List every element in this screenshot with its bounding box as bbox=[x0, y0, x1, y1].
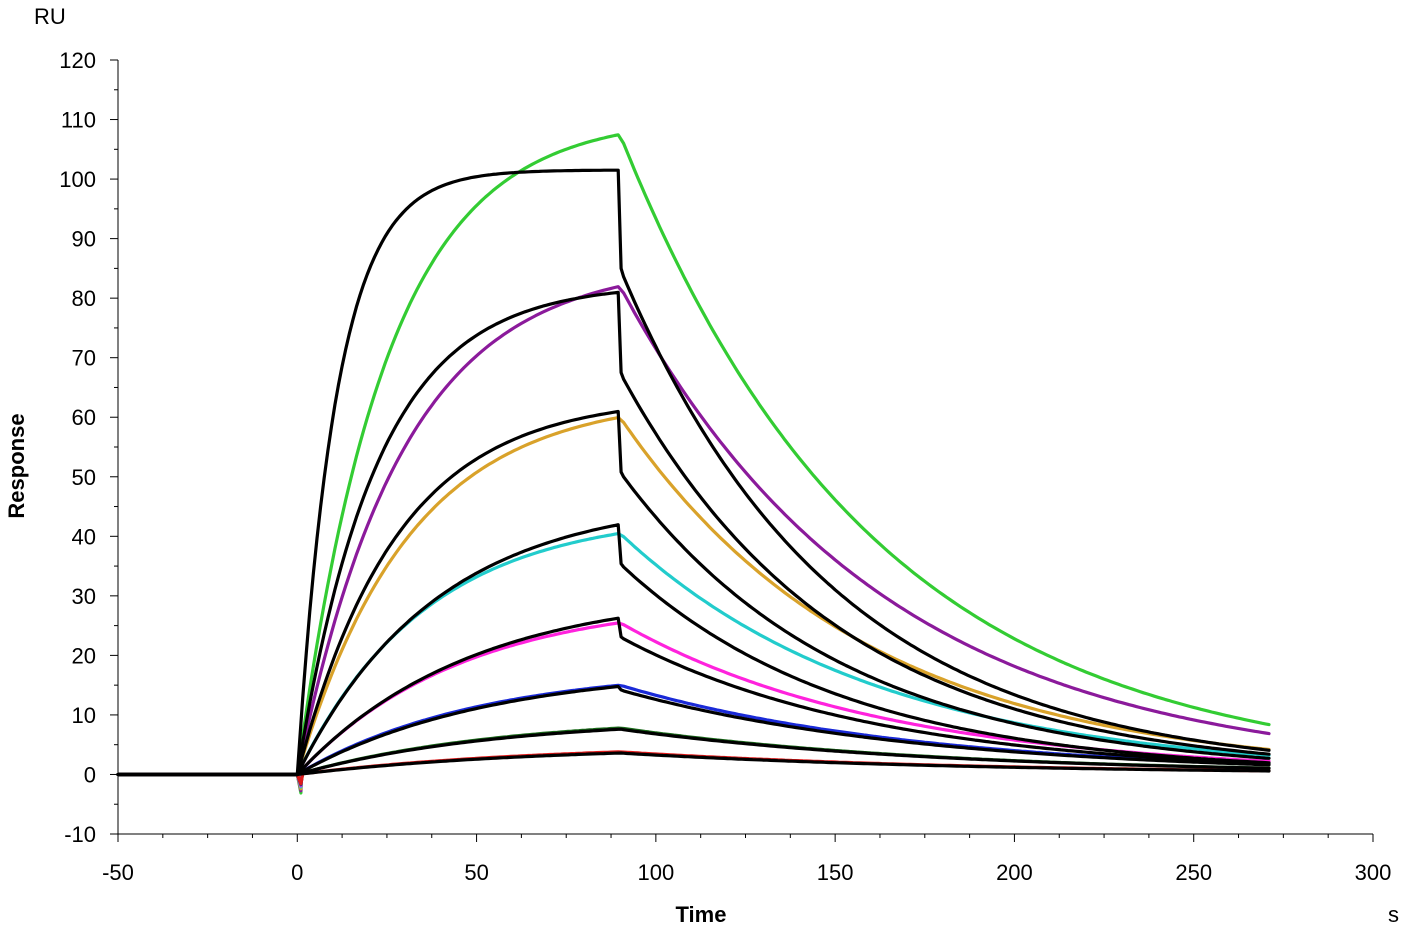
x-tick-label: 0 bbox=[291, 860, 303, 885]
data-series-line-1 bbox=[116, 133, 1271, 795]
fit-series-line-2 bbox=[116, 290, 1271, 777]
fit-series-line-7 bbox=[116, 727, 1271, 777]
x-tick-label: 250 bbox=[1175, 860, 1212, 885]
y-tick-label: 90 bbox=[72, 227, 96, 252]
x-tick-label: 50 bbox=[464, 860, 488, 885]
y-tick-label: 20 bbox=[72, 643, 96, 668]
y-tick-label: 70 bbox=[72, 346, 96, 371]
series-layer bbox=[116, 133, 1271, 795]
fit-series-line-1 bbox=[116, 168, 1271, 777]
y-tick-label: 0 bbox=[84, 762, 96, 787]
y-tick-label: 60 bbox=[72, 405, 96, 430]
y-tick-label: 30 bbox=[72, 584, 96, 609]
y-tick-label: 10 bbox=[72, 703, 96, 728]
fit-series-line-5 bbox=[116, 616, 1271, 777]
fit-series-line-4 bbox=[116, 523, 1271, 777]
y-tick-label: 40 bbox=[72, 524, 96, 549]
y-unit-label: RU bbox=[34, 4, 66, 29]
x-unit-label: s bbox=[1388, 902, 1399, 927]
y-tick-label: 80 bbox=[72, 286, 96, 311]
y-tick-label: 50 bbox=[72, 465, 96, 490]
x-tick-label: 150 bbox=[817, 860, 854, 885]
y-axis-title: Response bbox=[4, 413, 29, 518]
fit-series-line-8 bbox=[116, 751, 1271, 777]
x-tick-label: 100 bbox=[637, 860, 674, 885]
y-tick-label: 100 bbox=[59, 167, 96, 192]
x-tick-label: 300 bbox=[1355, 860, 1392, 885]
ticks-layer: -10 0 10 20 30 40 50 60 70 80 90 100 110 120 -50 0 50 100… bbox=[59, 48, 1391, 885]
fit-series-line-6 bbox=[116, 684, 1271, 777]
y-tick-label: 120 bbox=[59, 48, 96, 73]
x-axis-title: Time bbox=[676, 902, 727, 927]
y-tick-label: -10 bbox=[64, 822, 96, 847]
x-tick-label: 200 bbox=[996, 860, 1033, 885]
x-tick-label: -50 bbox=[102, 860, 134, 885]
fit-series-line-3 bbox=[116, 409, 1271, 777]
y-tick-label: 110 bbox=[61, 108, 96, 133]
data-series-line-2 bbox=[116, 285, 1271, 793]
data-series-line-3 bbox=[116, 416, 1271, 791]
